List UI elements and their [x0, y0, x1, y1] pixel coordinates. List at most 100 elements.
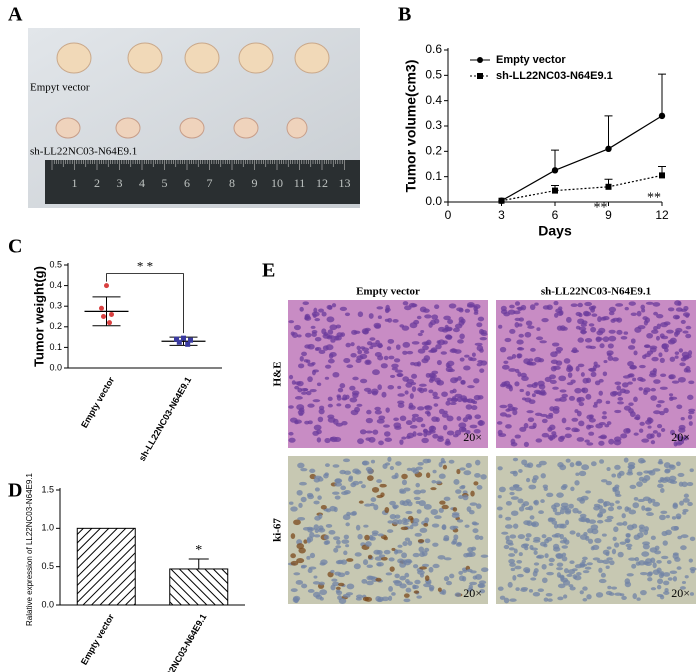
- nucleus: [414, 532, 422, 537]
- nucleus: [503, 360, 509, 365]
- nucleus: [638, 428, 644, 433]
- nucleus: [474, 342, 483, 346]
- nucleus: [406, 467, 412, 472]
- nucleus: [666, 329, 674, 334]
- nucleus: [422, 458, 430, 464]
- nucleus: [552, 386, 559, 390]
- nucleus: [657, 400, 665, 404]
- nucleus: [457, 376, 462, 381]
- nucleus: [497, 466, 503, 471]
- nucleus: [672, 576, 678, 582]
- nucleus: [405, 420, 413, 426]
- nucleus: [381, 556, 388, 561]
- tumor: [56, 42, 92, 74]
- nucleus: [636, 481, 643, 488]
- nucleus: [464, 354, 470, 358]
- nucleus: [301, 564, 308, 568]
- point: [101, 314, 106, 319]
- nucleus: [457, 339, 464, 344]
- nucleus: [552, 405, 560, 411]
- nucleus: [314, 347, 319, 351]
- nucleus: [389, 500, 396, 506]
- nucleus: [685, 325, 692, 330]
- nucleus: [365, 466, 373, 472]
- nucleus: [467, 587, 473, 592]
- nucleus: [653, 379, 661, 384]
- nucleus: [435, 343, 442, 350]
- nucleus: [514, 368, 520, 373]
- bar: [76, 527, 136, 606]
- nucleus: [456, 519, 464, 523]
- x-tick-label: 0: [445, 208, 452, 222]
- nucleus: [640, 571, 648, 576]
- nucleus: [410, 362, 415, 366]
- nucleus: [514, 381, 520, 387]
- nucleus: [676, 461, 681, 467]
- nucleus: [574, 480, 580, 486]
- nucleus: [657, 461, 664, 465]
- point: [181, 335, 186, 341]
- nucleus: [687, 414, 693, 420]
- nucleus: [309, 552, 316, 559]
- annotation: * *: [137, 259, 153, 274]
- nucleus: [540, 413, 548, 417]
- nucleus: [334, 495, 341, 500]
- nucleus: [573, 428, 580, 433]
- nucleus: [666, 560, 672, 565]
- nucleus: [477, 360, 484, 364]
- nucleus: [394, 573, 400, 579]
- nucleus: [533, 381, 538, 386]
- legend-marker: [477, 57, 483, 63]
- nucleus: [660, 373, 667, 378]
- nucleus: [389, 465, 395, 471]
- nucleus: [367, 575, 376, 580]
- nucleus: [498, 486, 506, 493]
- y-tick-label: 0.3: [425, 118, 442, 132]
- nucleus: [592, 544, 600, 551]
- nucleus: [603, 501, 608, 508]
- y-tick-label: 1.5: [41, 484, 54, 494]
- nucleus: [313, 424, 322, 431]
- nucleus: [621, 382, 629, 388]
- nucleus: [600, 479, 608, 483]
- nucleus: [608, 329, 616, 334]
- nucleus: [384, 507, 390, 514]
- panel-letter: D: [8, 480, 22, 502]
- nucleus: [288, 431, 294, 436]
- nucleus: [424, 538, 431, 544]
- marker: [552, 187, 558, 194]
- nucleus: [687, 501, 693, 507]
- nucleus: [334, 482, 343, 487]
- nucleus: [455, 542, 462, 547]
- nucleus: [598, 390, 603, 396]
- nucleus: [473, 481, 479, 486]
- nucleus: [454, 393, 463, 398]
- nucleus: [375, 577, 382, 582]
- nucleus: [399, 500, 406, 506]
- ruler-number: 2: [94, 176, 100, 190]
- nucleus: [671, 516, 677, 520]
- nucleus: [327, 396, 333, 402]
- y-tick-label: 0.5: [49, 259, 62, 269]
- error-bar: [551, 149, 559, 171]
- nucleus: [441, 525, 447, 530]
- nucleus: [468, 356, 473, 361]
- nucleus: [528, 399, 536, 405]
- nucleus: [640, 459, 646, 463]
- nucleus: [523, 520, 531, 526]
- nucleus: [576, 532, 581, 538]
- nucleus: [604, 518, 613, 523]
- marker: [498, 197, 505, 204]
- nucleus: [466, 304, 475, 308]
- nucleus: [602, 336, 610, 343]
- nucleus: [634, 326, 642, 333]
- nucleus: [404, 537, 411, 542]
- nucleus: [366, 564, 373, 569]
- nucleus: [415, 466, 423, 471]
- nucleus: [318, 349, 326, 354]
- nucleus: [499, 595, 506, 600]
- nucleus: [503, 597, 510, 604]
- nucleus: [639, 378, 646, 382]
- nucleus: [403, 560, 411, 566]
- nucleus: [337, 572, 346, 578]
